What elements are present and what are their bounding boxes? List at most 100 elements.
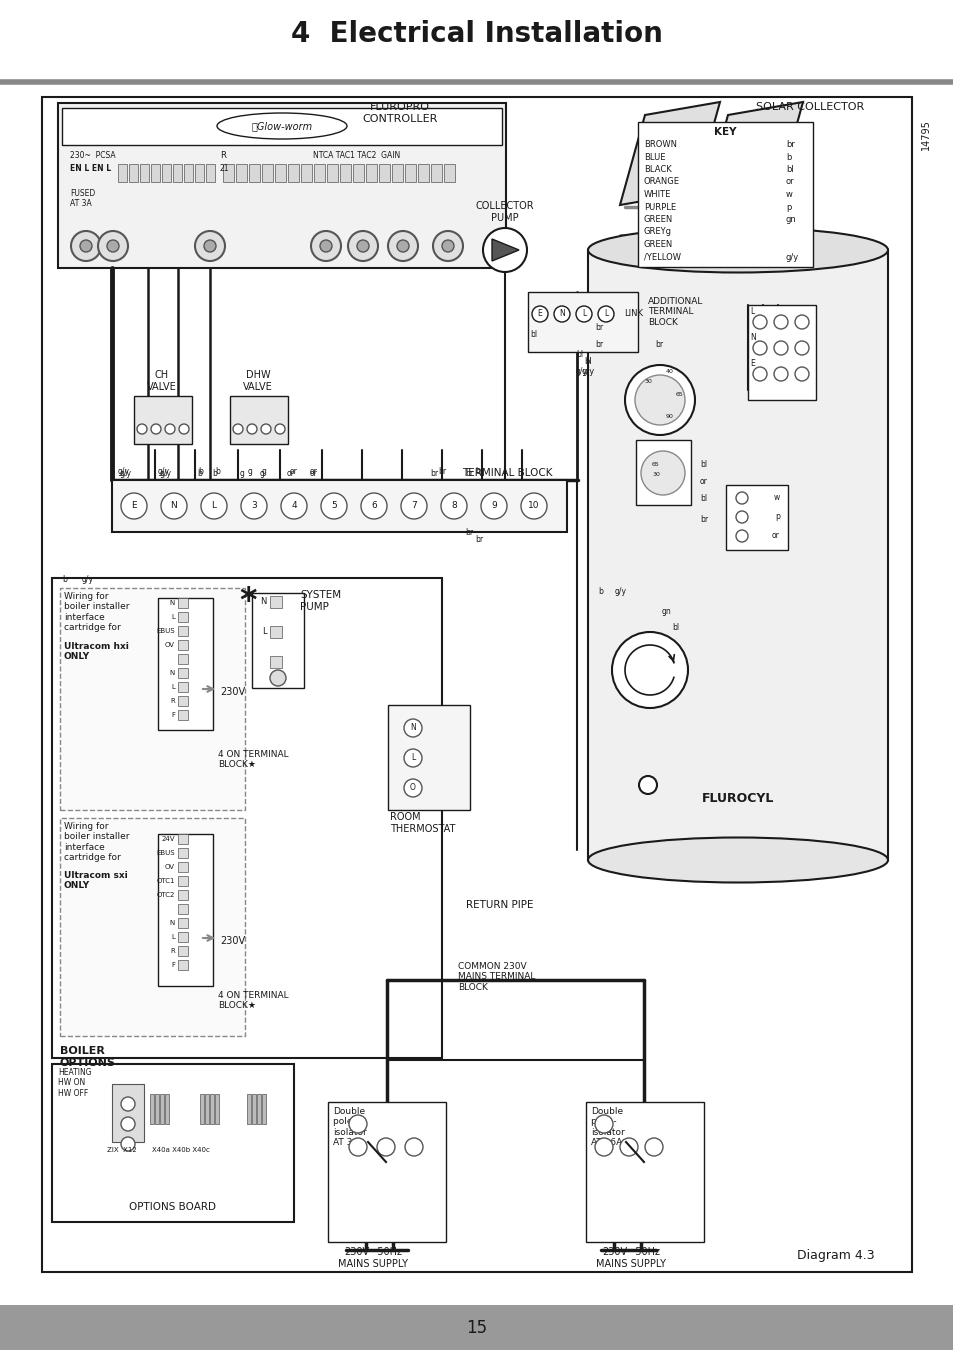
Text: or: or [785,177,794,186]
Text: br: br [475,467,482,477]
Bar [178,653,188,664]
Text: p: p [774,513,780,521]
Circle shape [752,342,766,355]
Text: br: br [437,467,446,477]
Text: 30: 30 [643,379,651,385]
Text: X40a X40b X40c: X40a X40b X40c [152,1148,210,1153]
Text: 6: 6 [371,501,376,510]
Text: bl: bl [576,351,582,359]
Bar [252,593,304,688]
Text: 24V: 24V [161,836,174,842]
Polygon shape [492,239,518,261]
Text: 9: 9 [491,501,497,510]
Text: g/y: g/y [120,468,132,478]
Circle shape [281,493,307,518]
Text: 230V: 230V [220,936,245,946]
Text: br: br [464,528,473,537]
Bar [747,305,815,400]
Text: or: or [290,467,297,477]
Text: b: b [214,467,219,477]
Circle shape [247,424,256,433]
Text: 7: 7 [411,501,416,510]
Bar [162,163,171,182]
Bar [60,818,245,1035]
Bar [154,1094,159,1125]
Text: 14795: 14795 [920,120,930,150]
Bar [178,612,188,622]
Circle shape [161,493,187,518]
Bar [178,863,188,872]
Bar [288,163,298,182]
Bar [223,163,233,182]
Text: N: N [170,670,174,676]
Text: g: g [248,467,253,477]
Circle shape [400,493,427,518]
Circle shape [403,749,421,767]
Bar [378,163,390,182]
Circle shape [440,493,467,518]
Bar [443,163,455,182]
Text: 8: 8 [451,501,456,510]
Circle shape [396,240,409,252]
Text: Double
pole -
isolator
AT 3A: Double pole - isolator AT 3A [333,1107,366,1148]
Circle shape [403,720,421,737]
Text: OPTIONS BOARD: OPTIONS BOARD [130,1202,216,1212]
Text: L: L [603,309,607,319]
Text: 10: 10 [528,501,539,510]
Circle shape [752,315,766,329]
Bar [112,481,566,532]
Circle shape [121,493,147,518]
Text: bl: bl [700,460,706,470]
Circle shape [241,493,267,518]
Circle shape [151,424,161,433]
Circle shape [773,315,787,329]
Bar [725,485,787,549]
Circle shape [773,367,787,381]
Text: N: N [410,724,416,733]
Text: Wiring for
boiler installer
interface
cartridge for: Wiring for boiler installer interface ca… [64,593,130,632]
Text: br: br [785,140,794,148]
Text: EBUS: EBUS [156,628,174,634]
Text: or: or [700,478,707,486]
Text: b: b [62,575,67,585]
Text: DHW
VALVE: DHW VALVE [243,370,273,392]
Bar [178,904,188,914]
Circle shape [233,424,243,433]
Ellipse shape [216,113,347,139]
Circle shape [320,493,347,518]
Text: Diagram 4.3: Diagram 4.3 [797,1249,874,1262]
Text: CH
VALVE: CH VALVE [147,370,176,392]
Text: OTC1: OTC1 [156,878,174,884]
Circle shape [349,1115,367,1133]
Text: OTC2: OTC2 [156,892,174,898]
Text: ⓂGlow-worm: ⓂGlow-worm [252,122,313,131]
Bar [178,946,188,956]
Text: EBUS: EBUS [156,850,174,856]
Text: R: R [170,698,174,703]
Circle shape [595,1138,613,1156]
Text: E: E [749,359,754,369]
Circle shape [735,512,747,522]
Bar [262,163,273,182]
Bar [172,163,182,182]
Circle shape [794,367,808,381]
Circle shape [794,342,808,355]
Circle shape [311,231,340,261]
Text: b: b [598,587,602,597]
Circle shape [71,231,101,261]
Circle shape [194,231,225,261]
Bar [388,705,470,810]
Circle shape [773,342,787,355]
Circle shape [480,493,506,518]
Circle shape [405,1138,422,1156]
Ellipse shape [587,837,887,883]
Bar [158,834,213,986]
Text: gn: gn [661,608,671,617]
Bar [200,1094,204,1125]
Text: g: g [240,468,245,478]
Bar [52,578,441,1058]
Bar [178,931,188,942]
Text: 30: 30 [652,472,659,478]
Circle shape [201,493,227,518]
Text: GREEN: GREEN [643,215,673,224]
